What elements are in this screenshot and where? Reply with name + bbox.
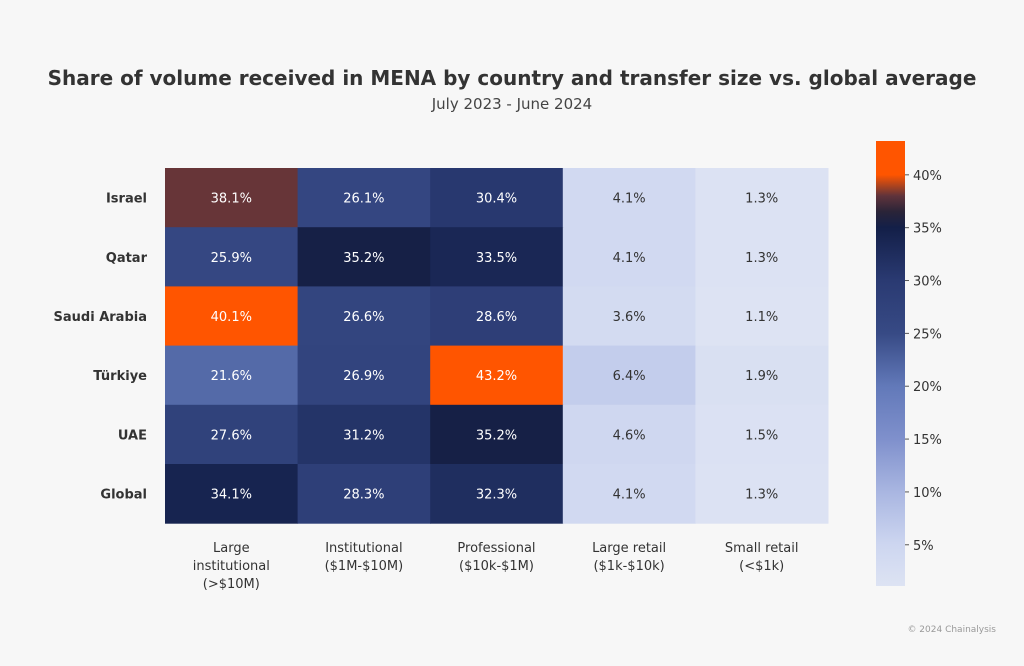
colorbar-tick-label: 15% — [913, 433, 942, 448]
heatmap-cell — [297, 464, 431, 524]
heatmap-cell — [430, 404, 564, 465]
cell-label: 1.9% — [745, 369, 778, 384]
column-label: (>$10M) — [203, 577, 260, 592]
cell-label: 35.2% — [343, 251, 384, 266]
heatmap-cell — [695, 168, 829, 228]
heatmap-cell — [297, 286, 431, 347]
heatmap-cell — [165, 168, 299, 228]
heatmap-cell — [165, 286, 299, 347]
heatmap-cell — [562, 227, 696, 287]
cell-label: 33.5% — [476, 251, 517, 266]
column-label: ($1M-$10M) — [325, 559, 404, 574]
heatmap-cell — [695, 464, 829, 524]
heatmap-cell — [165, 404, 299, 465]
cell-label: 26.1% — [343, 192, 384, 207]
heatmap-cell — [430, 168, 564, 228]
cell-label: 27.6% — [211, 428, 252, 443]
cell-label: 35.2% — [476, 428, 517, 443]
heatmap-cell — [297, 168, 431, 228]
row-label: Global — [100, 488, 147, 503]
cell-label: 1.5% — [745, 428, 778, 443]
colorbar-tick-label: 20% — [913, 380, 942, 395]
cell-label: 3.6% — [613, 310, 646, 325]
colorbar-tick-label: 5% — [913, 539, 934, 554]
cell-label: 1.3% — [745, 251, 778, 266]
cell-label: 4.1% — [613, 251, 646, 266]
row-label: UAE — [118, 428, 147, 443]
row-label: Türkiye — [93, 369, 147, 384]
colorbar — [876, 141, 905, 586]
column-label: Large retail — [592, 541, 666, 556]
column-label: Institutional — [325, 541, 402, 556]
cell-label: 4.6% — [613, 428, 646, 443]
cell-label: 34.1% — [211, 488, 252, 503]
copyright-credit: © 2024 Chainalysis — [907, 625, 996, 635]
cell-label: 40.1% — [211, 310, 252, 325]
column-label: ($10k-$1M) — [459, 559, 534, 574]
chart-title: Share of volume received in MENA by coun… — [47, 66, 977, 90]
heatmap-cell — [430, 345, 564, 406]
cell-label: 4.1% — [613, 192, 646, 207]
heatmap-cell — [562, 345, 696, 406]
heatmap-cell — [297, 227, 431, 287]
heatmap-cell — [562, 404, 696, 465]
cell-label: 38.1% — [211, 192, 252, 207]
colorbar-tick-label: 30% — [913, 275, 942, 290]
cell-label: 26.9% — [343, 369, 384, 384]
colorbar-tick-label: 25% — [913, 327, 942, 342]
heatmap-cell — [695, 404, 829, 465]
column-label: ($1k-$10k) — [593, 559, 664, 574]
heatmap-cell — [165, 227, 299, 287]
heatmap-cell — [297, 345, 431, 406]
cell-label: 28.3% — [343, 488, 384, 503]
heatmap-cell — [165, 464, 299, 524]
colorbar-tick-label: 35% — [913, 222, 942, 237]
heatmap-cell — [165, 345, 299, 406]
row-label: Qatar — [106, 251, 148, 266]
column-label: Professional — [457, 541, 535, 556]
heatmap-cell — [430, 227, 564, 287]
column-label: Small retail — [725, 541, 799, 556]
cell-label: 1.1% — [745, 310, 778, 325]
cell-label: 28.6% — [476, 310, 517, 325]
cell-label: 31.2% — [343, 428, 384, 443]
chart-subtitle: July 2023 - June 2024 — [431, 95, 593, 113]
column-label: (<$1k) — [739, 559, 784, 574]
heatmap-cell — [562, 168, 696, 228]
heatmap-cell — [695, 286, 829, 347]
column-label: Large — [213, 541, 250, 556]
cell-label: 1.3% — [745, 192, 778, 207]
row-label: Israel — [106, 192, 147, 207]
heatmap-cell — [695, 345, 829, 406]
cell-label: 25.9% — [211, 251, 252, 266]
cell-label: 21.6% — [211, 369, 252, 384]
heatmap-cell — [562, 286, 696, 347]
heatmap-cell — [430, 286, 564, 347]
heatmap-cell — [695, 227, 829, 287]
cell-label: 30.4% — [476, 192, 517, 207]
heatmap-cell — [562, 464, 696, 524]
row-label: Saudi Arabia — [54, 310, 147, 325]
heatmap-cell — [297, 404, 431, 465]
cell-label: 32.3% — [476, 488, 517, 503]
heatmap-cell — [430, 464, 564, 524]
colorbar-tick-label: 10% — [913, 486, 942, 501]
colorbar-tick-label: 40% — [913, 169, 942, 184]
cell-label: 1.3% — [745, 488, 778, 503]
cell-label: 6.4% — [613, 369, 646, 384]
column-label: institutional — [193, 559, 270, 574]
cell-label: 43.2% — [476, 369, 517, 384]
cell-label: 26.6% — [343, 310, 384, 325]
cell-label: 4.1% — [613, 488, 646, 503]
